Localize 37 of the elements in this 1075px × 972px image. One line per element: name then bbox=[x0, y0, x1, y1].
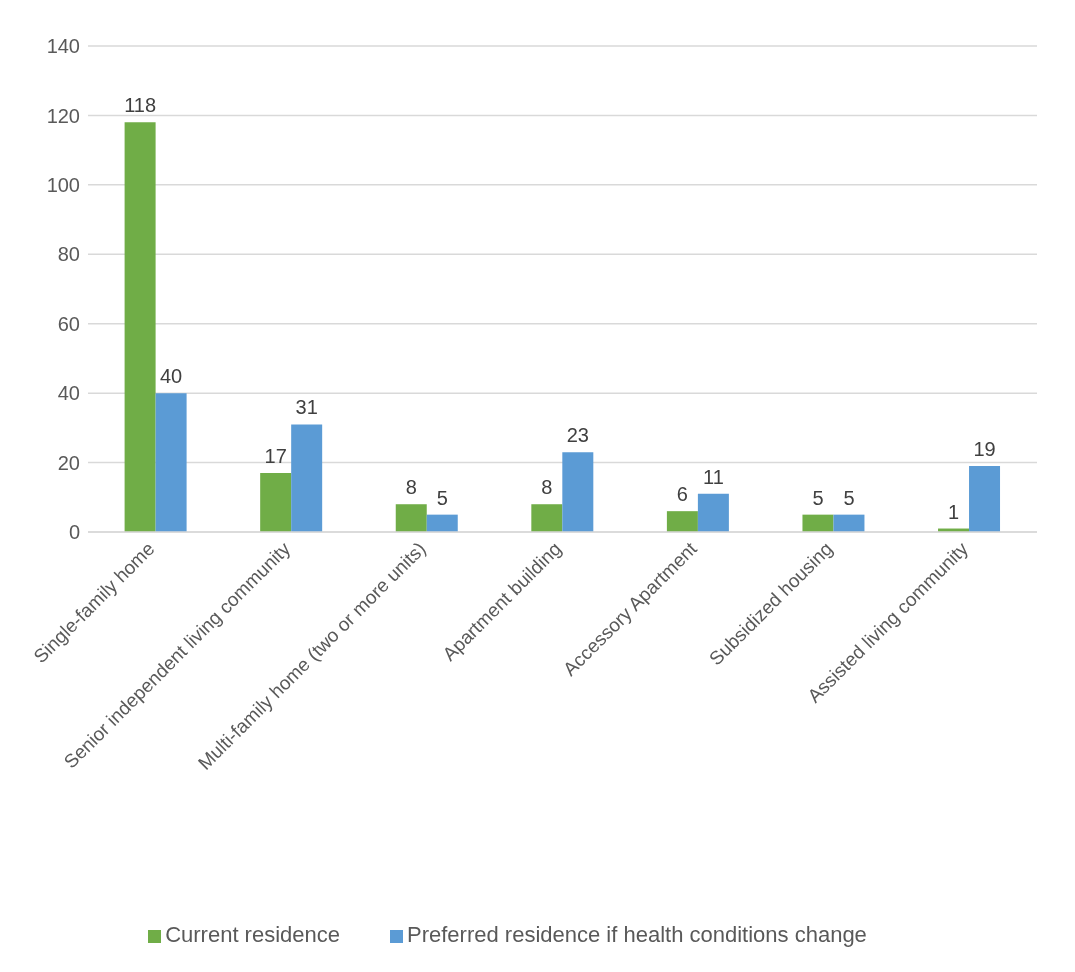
bar bbox=[802, 514, 834, 532]
data-label: 8 bbox=[541, 476, 553, 499]
bar bbox=[562, 452, 594, 532]
bar bbox=[969, 466, 1001, 532]
data-label: 11 bbox=[703, 465, 724, 488]
bar bbox=[426, 514, 458, 532]
data-label: 5 bbox=[843, 486, 855, 509]
legend-label: Preferred residence if health conditions change bbox=[407, 922, 867, 947]
data-label: 1 bbox=[947, 500, 960, 523]
y-tick-label: 20 bbox=[57, 451, 80, 474]
bar bbox=[124, 122, 156, 532]
bar bbox=[833, 514, 865, 532]
data-label: 5 bbox=[812, 486, 824, 509]
data-label: 17 bbox=[264, 444, 287, 467]
legend-label: Current residence bbox=[165, 922, 341, 947]
data-label: 5 bbox=[436, 486, 448, 509]
data-label: 19 bbox=[973, 438, 996, 461]
bar bbox=[531, 504, 563, 532]
y-tick-label: 0 bbox=[68, 521, 80, 544]
y-tick-label: 120 bbox=[46, 104, 80, 127]
bar bbox=[697, 493, 729, 532]
bar bbox=[260, 472, 292, 532]
data-label: 23 bbox=[566, 424, 589, 447]
bar bbox=[291, 424, 323, 532]
y-tick-label: 80 bbox=[57, 243, 80, 266]
y-tick-label: 60 bbox=[57, 312, 80, 335]
data-label: 40 bbox=[159, 365, 183, 388]
y-tick-label: 100 bbox=[46, 173, 80, 196]
bar bbox=[395, 504, 427, 532]
data-label: 6 bbox=[676, 483, 688, 506]
data-label: 118 bbox=[124, 94, 157, 117]
y-tick-label: 140 bbox=[46, 35, 80, 58]
y-tick-label: 40 bbox=[57, 382, 80, 405]
bar bbox=[666, 511, 698, 532]
bar bbox=[155, 393, 187, 532]
data-label: 8 bbox=[405, 476, 417, 499]
data-label: 31 bbox=[295, 396, 318, 419]
